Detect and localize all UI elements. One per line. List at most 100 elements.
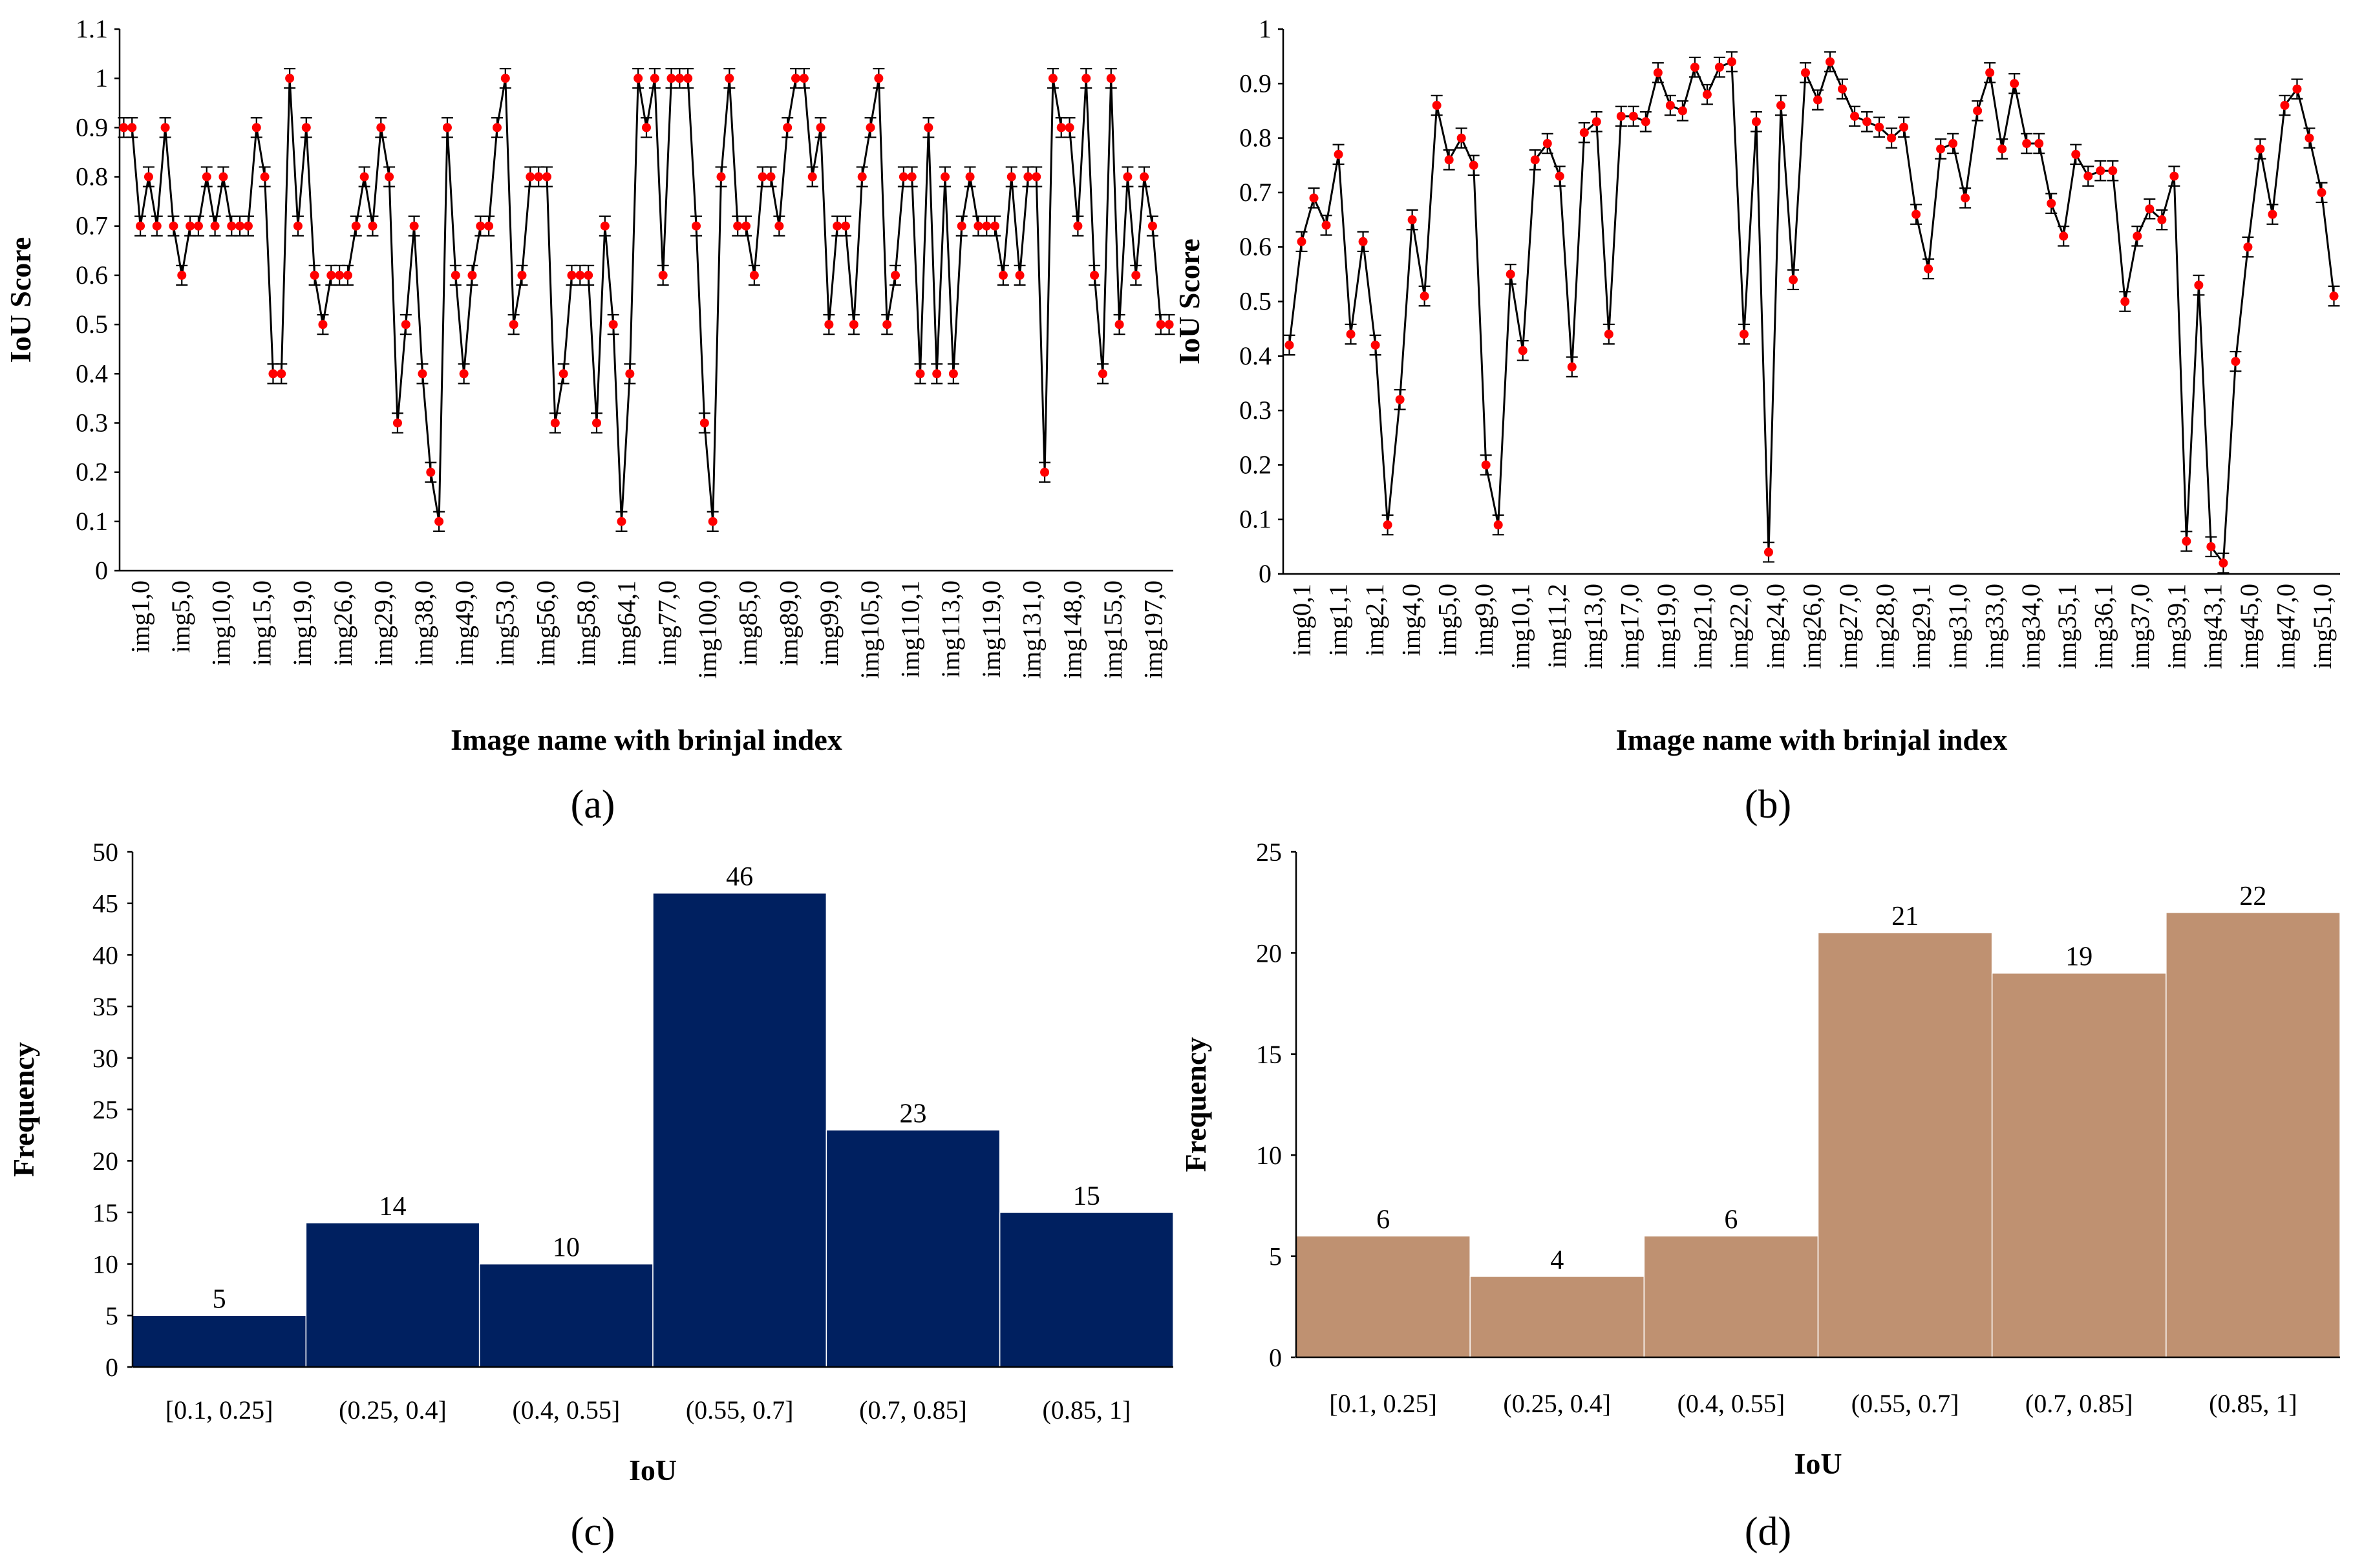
histogram-bar [652, 893, 827, 1368]
data-point [2157, 215, 2167, 225]
data-point [733, 221, 743, 231]
data-point [2120, 297, 2130, 306]
x-tick-label: img5,0 [166, 580, 195, 653]
x-tick-label: img99,0 [814, 580, 844, 666]
data-point [1763, 547, 1773, 557]
x-tick-label: (0.7, 0.85] [859, 1395, 967, 1425]
data-point [2292, 84, 2302, 94]
data-point [193, 221, 203, 231]
data-point [1985, 68, 1995, 78]
data-point [1346, 330, 1356, 339]
data-point [1493, 520, 1503, 530]
x-tick-label: img85,0 [734, 580, 763, 666]
data-point [401, 320, 410, 330]
histogram-bar [1817, 932, 1993, 1358]
x-tick-label: img31,0 [1943, 584, 1972, 669]
data-point [957, 221, 966, 231]
y-tick-label: 1 [1259, 14, 1272, 43]
x-tick-label: img110,1 [896, 580, 925, 678]
x-tick-label: img24,0 [1761, 584, 1790, 669]
x-tick-label: img119,0 [977, 580, 1006, 678]
data-point [1875, 122, 1884, 132]
y-tick-label: 10 [92, 1250, 118, 1279]
data-point [1997, 144, 2007, 154]
data-point [1334, 149, 1343, 159]
panel-label: (c) [571, 1510, 615, 1554]
y-axis-title: IoU Score [1173, 238, 1206, 365]
y-tick-label: 0.7 [76, 211, 108, 240]
data-point [948, 369, 958, 379]
data-point [1358, 237, 1368, 246]
x-tick-label: img15,0 [247, 580, 276, 666]
data-point [144, 172, 153, 182]
data-point [2268, 209, 2277, 219]
data-point [2034, 139, 2044, 149]
panel-label: (a) [571, 783, 615, 827]
data-point [1862, 117, 1872, 127]
y-tick-label: 0.1 [1239, 505, 1272, 534]
data-point [1826, 57, 1835, 67]
data-point [692, 221, 701, 231]
data-point [434, 516, 444, 526]
data-point [766, 172, 776, 182]
y-tick-label: 35 [92, 992, 118, 1021]
data-point [1628, 111, 1638, 121]
data-point [749, 270, 759, 280]
data-point [1813, 95, 1823, 105]
data-point [136, 221, 145, 231]
series-line [1288, 59, 2335, 566]
data-point [1948, 139, 1958, 149]
bar-data-label: 14 [379, 1192, 407, 1222]
data-point [1444, 155, 1454, 165]
data-point [1395, 395, 1405, 405]
data-point [675, 74, 685, 83]
data-point [1090, 270, 1100, 280]
data-point [1677, 106, 1687, 116]
x-tick-label: (0.55, 0.7] [1851, 1389, 1959, 1418]
y-tick-label: 0 [95, 556, 108, 585]
data-point [1048, 74, 1058, 83]
y-tick-label: 5 [105, 1301, 118, 1330]
data-point [807, 172, 817, 182]
data-point [849, 320, 858, 330]
x-tick-label: img58,0 [571, 580, 601, 666]
data-point [260, 172, 270, 182]
data-point [584, 270, 593, 280]
data-point [1147, 221, 1157, 231]
data-point [791, 74, 801, 83]
data-point [1616, 111, 1626, 121]
x-tick-label: img77,0 [652, 580, 681, 666]
data-point [634, 74, 643, 83]
data-point [1973, 106, 1983, 116]
data-point [335, 270, 345, 280]
histogram-bar [1295, 1235, 1471, 1358]
histogram-bar [825, 1129, 1001, 1368]
x-tick-label: img10,1 [1506, 584, 1535, 669]
data-point [409, 221, 419, 231]
x-tick-label: img26,0 [328, 580, 357, 666]
data-point [119, 123, 129, 132]
data-point [990, 221, 1000, 231]
y-tick-label: 1.1 [76, 14, 108, 43]
histogram-bar [2166, 912, 2341, 1358]
x-axis-title: IoU [629, 1454, 677, 1487]
data-point [1751, 117, 1761, 127]
data-point [1056, 123, 1066, 132]
data-point [982, 221, 992, 231]
data-point [1924, 264, 1933, 273]
data-point [1297, 237, 1306, 246]
data-point [1481, 460, 1491, 470]
data-point [924, 123, 933, 132]
data-point [816, 123, 825, 132]
x-tick-label: img26,0 [1798, 584, 1827, 669]
bar-data-label: 46 [726, 862, 753, 892]
x-tick-label: img33,0 [1979, 584, 2008, 669]
data-point [2317, 187, 2326, 197]
data-point [699, 418, 709, 428]
data-point [1665, 101, 1675, 111]
bar-data-label: 22 [2239, 882, 2266, 911]
data-point [301, 123, 311, 132]
data-point [169, 221, 178, 231]
x-tick-label: img19,0 [288, 580, 317, 666]
data-point [1023, 172, 1033, 182]
